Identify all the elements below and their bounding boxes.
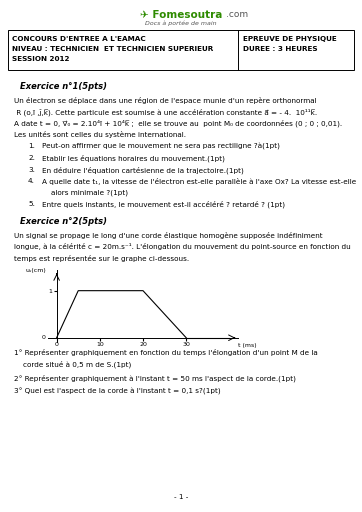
Text: Exercice n°2(5pts): Exercice n°2(5pts) xyxy=(20,218,107,226)
Text: 5.: 5. xyxy=(28,201,35,207)
Text: 3° Quel est l'aspect de la corde à l'instant t = 0,1 s?(1pt): 3° Quel est l'aspect de la corde à l'ins… xyxy=(14,388,220,395)
Text: En déduire l'équation cartésienne de la trajectoire.(1pt): En déduire l'équation cartésienne de la … xyxy=(42,166,244,174)
Text: 3.: 3. xyxy=(28,166,35,173)
Text: - 1 -: - 1 - xyxy=(174,494,188,500)
Text: NIVEAU : TECHNICIEN  ET TECHNICIEN SUPERIEUR: NIVEAU : TECHNICIEN ET TECHNICIEN SUPERI… xyxy=(12,46,213,52)
Text: ✈ Fomesoutra: ✈ Fomesoutra xyxy=(140,10,222,20)
Text: Etablir les équations horaires du mouvement.(1pt): Etablir les équations horaires du mouvem… xyxy=(42,155,225,162)
Text: 0: 0 xyxy=(42,335,46,340)
Text: EPREUVE DE PHYSIQUE: EPREUVE DE PHYSIQUE xyxy=(243,36,337,42)
Text: Docs à portée de main: Docs à portée de main xyxy=(145,21,217,27)
Text: 1° Représenter graphiquement en fonction du temps l'élongation d'un point M de l: 1° Représenter graphiquement en fonction… xyxy=(14,350,318,356)
Text: temps est représentée sur le graphe ci-dessous.: temps est représentée sur le graphe ci-d… xyxy=(14,255,189,262)
Text: 2° Représenter graphiquement à l'instant t = 50 ms l'aspect de la corde.(1pt): 2° Représenter graphiquement à l'instant… xyxy=(14,374,296,382)
Text: Un électron se déplace dans une région de l'espace munie d'un repère orthonormal: Un électron se déplace dans une région d… xyxy=(14,96,317,103)
Text: t (ms): t (ms) xyxy=(238,344,257,348)
Text: SESSION 2012: SESSION 2012 xyxy=(12,56,70,62)
Text: Les unités sont celles du système international.: Les unités sont celles du système intern… xyxy=(14,131,186,138)
Text: A date t = 0, V⃗₀ = 2.10⁴ī + 10⁴k̅ ;  elle se trouve au  point M₀ de coordonnées: A date t = 0, V⃗₀ = 2.10⁴ī + 10⁴k̅ ; ell… xyxy=(14,119,342,127)
Text: Un signal se propage le long d'une corde élastique homogène supposée indéfinimen: Un signal se propage le long d'une corde… xyxy=(14,232,323,239)
Bar xyxy=(8,30,354,70)
Text: 1.: 1. xyxy=(28,143,35,150)
Text: Entre quels instants, le mouvement est-il accéléré ? retardé ? (1pt): Entre quels instants, le mouvement est-i… xyxy=(42,201,285,208)
Text: corde situé à 0,5 m de S.(1pt): corde situé à 0,5 m de S.(1pt) xyxy=(14,361,131,369)
Text: 4.: 4. xyxy=(28,178,35,184)
Text: R (o,ī ,ĵ,k̅). Cette particule est soumise à une accélération constante ā⃗ = - 4: R (o,ī ,ĵ,k̅). Cette particule est soumi… xyxy=(14,108,317,116)
Text: CONCOURS D'ENTREE A L'EAMAC: CONCOURS D'ENTREE A L'EAMAC xyxy=(12,36,146,42)
Text: uₛ(cm): uₛ(cm) xyxy=(25,268,46,273)
Text: .com: .com xyxy=(226,10,248,19)
Text: 2.: 2. xyxy=(28,155,35,161)
Text: DUREE : 3 HEURES: DUREE : 3 HEURES xyxy=(243,46,317,52)
Text: A quelle date t₁, la vitesse de l'électron est-elle parallèle à l'axe Ox? La vit: A quelle date t₁, la vitesse de l'électr… xyxy=(42,178,356,185)
Text: longue, à la célérité c = 20m.s⁻¹. L'élongation du mouvement du point-source en : longue, à la célérité c = 20m.s⁻¹. L'élo… xyxy=(14,244,351,250)
Text: Exercice n°1(5pts): Exercice n°1(5pts) xyxy=(20,82,107,91)
Text: Peut-on affirmer que le mouvement ne sera pas rectiligne ?à(1pt): Peut-on affirmer que le mouvement ne ser… xyxy=(42,143,280,151)
Text: alors minimale ?(1pt): alors minimale ?(1pt) xyxy=(42,189,128,196)
